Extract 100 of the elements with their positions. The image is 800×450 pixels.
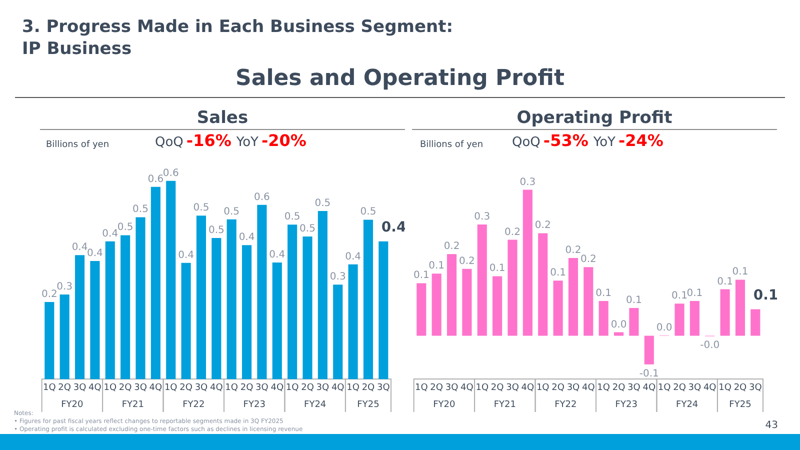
data-label: 0.5 bbox=[117, 222, 134, 234]
data-label: 0.2 bbox=[580, 254, 596, 266]
x-tick-label: 2Q bbox=[552, 382, 564, 393]
data-label: -0.1 bbox=[639, 368, 659, 380]
data-label: 0.4 bbox=[87, 248, 103, 259]
data-label: 0.4 bbox=[238, 232, 255, 244]
data-label: 0.2 bbox=[565, 245, 582, 256]
x-tick-label: 4Q bbox=[331, 382, 344, 393]
x-tick-label: 2Q bbox=[180, 382, 192, 393]
chart-title: Sales bbox=[40, 108, 405, 130]
x-tick-label: 1Q bbox=[476, 382, 489, 393]
data-label: 0.5 bbox=[300, 223, 316, 234]
x-tick-label: 4Q bbox=[88, 382, 102, 393]
x-tick-label: 1Q bbox=[718, 382, 732, 393]
x-tick-label: 1Q bbox=[597, 382, 610, 393]
x-tick-label: 1Q bbox=[43, 382, 56, 393]
data-label: 0.1 bbox=[428, 260, 445, 272]
data-label: 0.5 bbox=[284, 212, 300, 223]
x-tick-label: 4Q bbox=[270, 382, 284, 393]
data-label: 0.3 bbox=[520, 176, 536, 188]
data-label: 0.1 bbox=[489, 263, 506, 274]
x-tick-label: 1Q bbox=[286, 382, 299, 393]
data-label: 0.5 bbox=[132, 204, 148, 216]
data-label: 0.5 bbox=[224, 206, 240, 218]
text: FY25 bbox=[729, 400, 752, 410]
x-tick-label: 3Q bbox=[316, 382, 330, 393]
x-tick-label: 3Q bbox=[134, 382, 147, 393]
text: -16% bbox=[186, 131, 232, 150]
x-tick-label: 1Q bbox=[104, 382, 117, 393]
data-label: 0.3 bbox=[330, 272, 346, 283]
text: QoQ bbox=[155, 135, 184, 150]
data-label: 0.1 bbox=[753, 287, 778, 304]
text: YoY bbox=[593, 135, 616, 150]
x-tick-label: 2Q bbox=[734, 382, 747, 393]
x-tick-label: 2Q bbox=[612, 382, 626, 393]
x-tick-label: 4Q bbox=[582, 382, 595, 393]
x-tick-label: 1Q bbox=[536, 382, 550, 393]
x-tick-label: 2Q bbox=[673, 382, 686, 393]
x-tick-label: 4Q bbox=[149, 382, 162, 393]
text: FY22 bbox=[182, 400, 205, 410]
text: -20% bbox=[261, 131, 306, 150]
text: QoQ bbox=[512, 135, 540, 150]
data-label: 0.4 bbox=[178, 250, 194, 261]
x-tick-label: 3Q bbox=[194, 382, 208, 393]
x-tick-label: 2Q bbox=[118, 382, 132, 393]
data-label: -0.0 bbox=[700, 340, 720, 352]
data-label: 0.4 bbox=[345, 251, 361, 262]
text: FY25 bbox=[357, 400, 380, 410]
x-tick-label: 4Q bbox=[703, 382, 716, 393]
text: Sales and Operating Profit bbox=[234, 66, 566, 91]
text: FY21 bbox=[122, 400, 144, 410]
data-label: 0.2 bbox=[504, 226, 520, 238]
data-label: 0.1 bbox=[413, 270, 430, 282]
x-tick-label: 4Q bbox=[642, 382, 656, 393]
x-tick-label: 2Q bbox=[58, 382, 71, 393]
x-tick-label: 3Q bbox=[566, 382, 580, 393]
text: FY21 bbox=[494, 400, 516, 410]
data-label: 0.6 bbox=[148, 174, 164, 185]
data-label: 0.1 bbox=[596, 288, 612, 300]
x-tick-label: 1Q bbox=[346, 382, 360, 393]
data-label: 0.1 bbox=[732, 266, 748, 278]
text: FY23 bbox=[615, 400, 638, 410]
x-tick-label: 3Q bbox=[445, 382, 458, 393]
x-tick-label: 3Q bbox=[506, 382, 519, 393]
text: FY24 bbox=[304, 400, 326, 410]
text: FY22 bbox=[554, 400, 577, 410]
y-axis-title: Billions of yen bbox=[46, 140, 110, 150]
data-label: 0.1 bbox=[717, 276, 733, 288]
x-tick-label: 3Q bbox=[73, 382, 86, 393]
x-tick-label: 2Q bbox=[362, 382, 375, 393]
data-label: 0.1 bbox=[672, 290, 688, 302]
data-label: 0.3 bbox=[474, 212, 490, 223]
text: FY20 bbox=[61, 400, 84, 410]
text: YoY bbox=[236, 135, 258, 150]
x-tick-label: 2Q bbox=[301, 382, 314, 393]
x-tick-label: 1Q bbox=[225, 382, 238, 393]
y-axis-title: Billions of yen bbox=[420, 140, 484, 150]
data-label: 0.5 bbox=[208, 225, 224, 236]
data-label: 0.2 bbox=[459, 256, 475, 267]
text: FY23 bbox=[243, 400, 266, 410]
text: 43 bbox=[765, 420, 778, 431]
chart-title: Operating Profit bbox=[412, 108, 777, 130]
data-label: 0.1 bbox=[686, 288, 703, 300]
data-label: 0.6 bbox=[254, 192, 270, 203]
text: FY20 bbox=[433, 400, 456, 410]
x-tick-label: 3Q bbox=[749, 382, 762, 393]
x-tick-label: 3Q bbox=[628, 382, 640, 393]
data-label: 0.6 bbox=[162, 168, 179, 179]
x-tick-label: 1Q bbox=[415, 382, 428, 393]
text: -53% bbox=[543, 131, 588, 150]
x-tick-label: 2Q bbox=[490, 382, 504, 393]
data-label: 0.5 bbox=[360, 206, 376, 218]
data-label: 0.2 bbox=[534, 220, 551, 232]
data-label: 0.2 bbox=[41, 288, 58, 300]
data-label: 0.2 bbox=[444, 241, 460, 252]
text: 3. Progress Made in Each Business Segment: IP Business bbox=[22, 16, 454, 60]
x-tick-label: 3Q bbox=[688, 382, 702, 393]
data-label: 0.0 bbox=[610, 319, 627, 330]
data-label: 0.1 bbox=[626, 294, 642, 306]
data-label: 0.4 bbox=[269, 250, 286, 261]
